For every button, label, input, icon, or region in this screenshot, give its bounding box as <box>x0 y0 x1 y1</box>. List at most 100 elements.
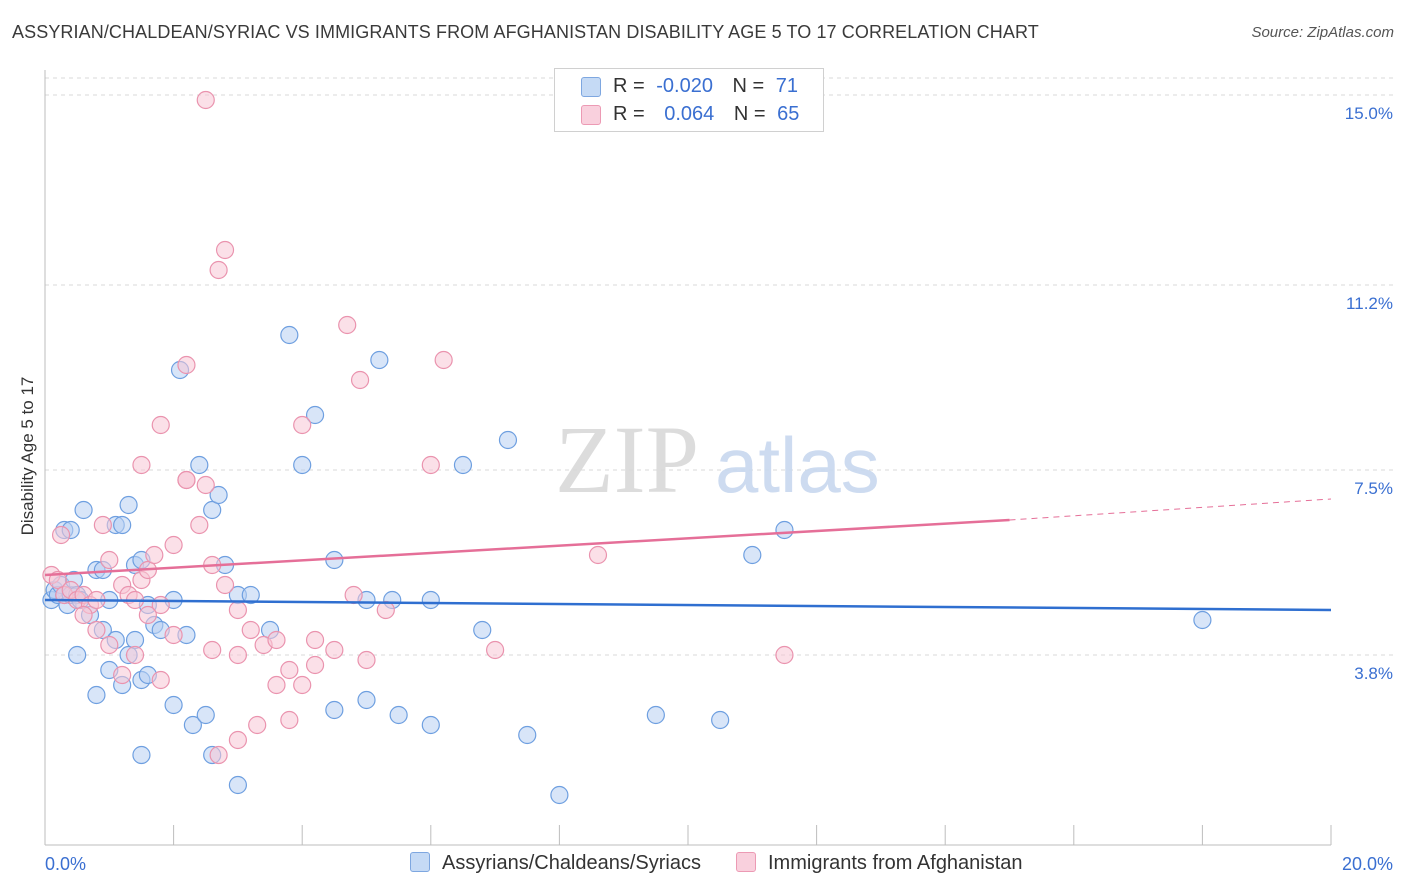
point-afghanistan <box>293 675 312 695</box>
point-afghanistan <box>164 535 183 555</box>
point-afghanistan <box>434 350 453 370</box>
point-assyrian <box>119 495 138 515</box>
point-afghanistan <box>325 640 344 660</box>
point-assyrian <box>453 455 473 475</box>
point-assyrian <box>711 710 730 730</box>
correlation-legend: R = -0.020 N = 71 R = 0.064 N = 65 <box>554 68 824 132</box>
point-afghanistan <box>113 665 132 685</box>
legend-r-value: 0.064 <box>664 103 715 125</box>
point-assyrian <box>190 455 209 475</box>
point-afghanistan <box>350 370 370 390</box>
legend-n-value: 65 <box>777 103 800 125</box>
point-assyrian <box>74 500 93 520</box>
point-afghanistan <box>196 90 215 110</box>
point-afghanistan <box>74 605 93 625</box>
point-assyrian <box>228 775 247 795</box>
y-tick-label: 3.8% <box>1354 664 1393 683</box>
legend-n-label: N = <box>732 75 765 97</box>
y-tick-label: 7.5% <box>1354 479 1393 498</box>
grid-lines <box>45 77 1395 656</box>
point-assyrian <box>132 745 151 765</box>
trend-lines <box>44 498 1332 612</box>
point-afghanistan <box>100 550 119 570</box>
point-afghanistan <box>280 660 299 680</box>
point-afghanistan <box>100 635 119 655</box>
point-afghanistan <box>228 645 247 665</box>
point-assyrian <box>209 485 228 505</box>
point-assyrian <box>280 325 299 345</box>
point-afghanistan <box>215 575 235 595</box>
watermark-zip: ZIP <box>555 406 699 513</box>
legend-swatch-pink <box>581 105 601 125</box>
watermark-atlas: atlas <box>715 421 880 509</box>
point-afghanistan <box>421 455 440 475</box>
trend-line-assyrian <box>44 598 1332 612</box>
point-assyrian <box>775 520 794 540</box>
axes <box>44 70 1332 846</box>
point-assyrian <box>421 715 440 735</box>
point-assyrian <box>370 350 389 370</box>
point-assyrian <box>183 715 202 735</box>
point-assyrian <box>203 500 222 520</box>
series-name-blue: Assyrians/Chaldeans/Syriacs <box>442 852 701 874</box>
point-afghanistan <box>93 515 112 535</box>
watermark: ZIP atlas <box>555 406 880 513</box>
chart-title: ASSYRIAN/CHALDEAN/SYRIAC VS IMMIGRANTS F… <box>12 22 1039 42</box>
y-tick-label: 15.0% <box>1345 104 1393 123</box>
point-afghanistan <box>145 545 164 565</box>
source-label: Source: ZipAtlas.com <box>1251 24 1394 41</box>
point-assyrian <box>421 590 440 610</box>
point-afghanistan <box>215 240 235 260</box>
point-afghanistan <box>344 585 363 605</box>
point-assyrian <box>241 585 260 605</box>
point-assyrian <box>357 690 376 710</box>
point-afghanistan <box>209 745 228 765</box>
legend-n-value: 71 <box>775 75 799 97</box>
point-assyrian <box>743 545 762 565</box>
legend-r-label: R = <box>613 75 645 97</box>
point-afghanistan <box>293 415 312 435</box>
point-afghanistan <box>305 630 325 650</box>
point-afghanistan <box>87 620 106 640</box>
point-assyrian <box>389 705 408 725</box>
point-assyrian <box>473 620 492 640</box>
trend-line-afghanistan <box>1009 498 1332 521</box>
point-assyrian <box>164 695 183 715</box>
point-assyrian <box>518 725 537 745</box>
point-assyrian <box>498 430 518 450</box>
point-afghanistan <box>267 675 286 695</box>
point-afghanistan <box>151 670 170 690</box>
legend-r-value: -0.020 <box>656 75 713 97</box>
tick-labels: 3.8% 7.5% 11.2% 15.0% 0.0% 20.0% <box>45 104 1393 874</box>
point-afghanistan <box>196 475 215 495</box>
point-afghanistan <box>280 710 299 730</box>
series-name-pink: Immigrants from Afghanistan <box>768 852 1023 874</box>
point-assyrian <box>293 455 312 475</box>
point-afghanistan <box>267 630 286 650</box>
point-assyrian <box>550 785 569 805</box>
legend-swatch-blue <box>581 77 601 97</box>
point-afghanistan <box>248 715 267 735</box>
y-tick-label: 11.2% <box>1346 294 1393 313</box>
point-afghanistan <box>151 415 170 435</box>
point-afghanistan <box>241 620 260 640</box>
series-legend-blue: Assyrians/Chaldeans/Syriacs <box>410 852 701 875</box>
point-afghanistan <box>203 640 222 660</box>
point-afghanistan <box>357 650 376 670</box>
point-afghanistan <box>51 525 71 545</box>
point-afghanistan <box>190 515 209 535</box>
point-assyrian <box>305 405 325 425</box>
point-assyrian <box>646 705 665 725</box>
point-afghanistan <box>338 315 357 335</box>
point-afghanistan <box>376 600 395 620</box>
point-assyrian <box>325 700 344 720</box>
series-swatch-pink <box>736 852 756 872</box>
point-assyrian <box>1193 610 1212 630</box>
series-swatch-blue <box>410 852 430 872</box>
point-afghanistan <box>132 455 151 475</box>
point-assyrian <box>113 515 132 535</box>
point-afghanistan <box>177 355 196 375</box>
point-afghanistan <box>228 600 247 620</box>
point-afghanistan <box>486 640 505 660</box>
